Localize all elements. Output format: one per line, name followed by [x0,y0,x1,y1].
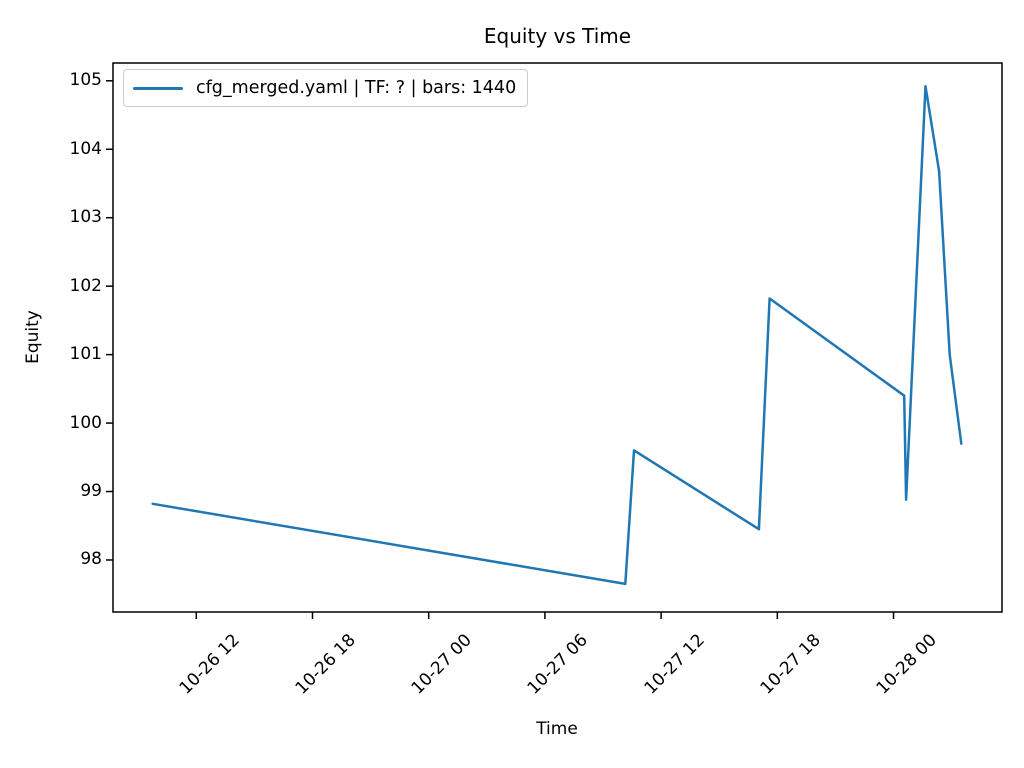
legend: cfg_merged.yaml | TF: ? | bars: 1440 [123,69,529,107]
x-axis-label: Time [536,719,578,739]
x-tick-label: 10-27 12 [640,630,709,699]
chart-title: Equity vs Time [483,24,632,48]
y-tick-label: 104 [69,138,102,159]
x-tick-label: 10-28 00 [872,630,941,699]
plot-spines [112,62,1003,613]
x-tick-label: 10-27 06 [524,630,593,699]
y-tick-label: 99 [80,481,102,502]
x-tick-label: 10-26 12 [175,630,244,699]
y-tick-label: 100 [69,412,102,433]
y-tick-label: 105 [69,70,102,91]
y-tick-label: 101 [69,344,102,365]
x-tick-label: 10-27 18 [756,630,825,699]
legend-label: cfg_merged.yaml | TF: ? | bars: 1440 [196,78,517,98]
x-tick-label: 10-26 18 [291,630,360,699]
y-tick-label: 102 [69,275,102,296]
legend-line-sample-icon [133,86,183,90]
equity-line [151,85,963,586]
x-tick-label: 10-27 00 [407,630,477,699]
y-tick-label: 103 [69,207,102,228]
y-tick-label: 98 [80,549,102,570]
